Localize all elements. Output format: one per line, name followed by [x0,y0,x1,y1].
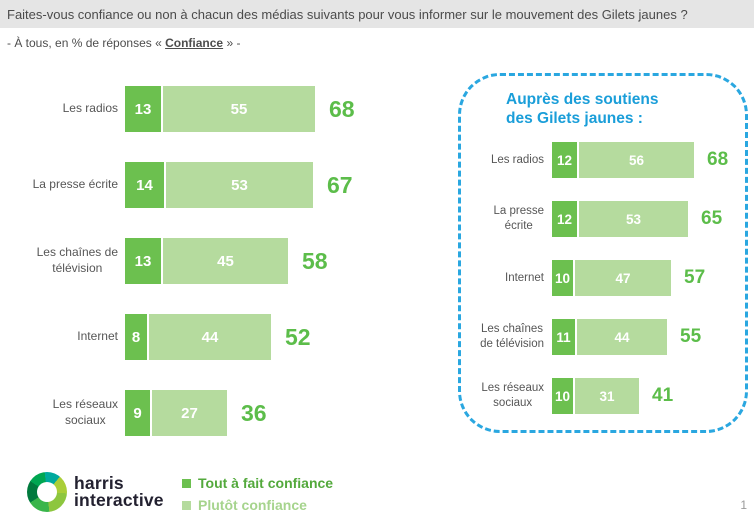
legend-label: Tout à fait confiance [198,475,334,491]
subtitle: - À tous, en % de réponses « Confiance »… [7,36,240,50]
bar-segment-plutot-confiance: 45 [163,238,288,284]
logo-line2: interactive [74,490,164,510]
category-label: Les radios [490,153,544,166]
bar-row: La presse écrite 12 53 65 [464,201,746,237]
subtitle-suffix: » - [223,36,241,50]
bar-segment-plutot-confiance: 44 [149,314,271,360]
page-title: Faites-vous confiance ou non à chacun de… [7,6,688,22]
chart-gilets-jaunes-supporters: Les radios 12 56 68 La presse écrite 12 53 65 Int… [464,142,746,437]
bar-segment-plutot-confiance: 56 [579,142,694,178]
harris-logo-text: harris interactive [74,473,164,510]
category-label: Les réseaux sociaux [481,382,544,409]
category-label: Internet [505,271,544,284]
bar-row: Les réseaux sociaux 10 31 41 [464,378,746,414]
total-value: 65 [701,208,723,229]
bar-segment-plutot-confiance: 31 [575,378,639,414]
total-value: 58 [302,247,328,274]
bar-row: Les chaînes de télévision 13 45 58 [7,238,447,284]
logo-line1: harris [74,473,124,494]
bar-segment-plutot-confiance: 47 [575,260,671,296]
legend-square-icon [182,500,191,510]
category-label: Internet [77,329,118,344]
bar-segment-tout-a-fait-confiance: 10 [552,260,573,296]
total-value: 41 [652,385,674,406]
page-number: 1 [740,498,747,512]
bar-segment-plutot-confiance: 44 [577,319,667,355]
category-label: Les radios [62,101,118,116]
bar-row: Internet 10 47 57 [464,260,746,296]
chart-all-respondents: Les radios 13 55 68 La presse écrite 14 53 67 Le… [7,86,447,466]
bar-segment-tout-a-fait-confiance: 13 [125,86,161,132]
category-label: La presse écrite [493,205,544,232]
legend-square-icon [182,478,191,488]
bar-segment-plutot-confiance: 53 [166,162,313,208]
category-label: Les réseaux sociaux [52,397,118,427]
panel-title: Auprès des soutiens des Gilets jaunes : [506,91,659,128]
total-value: 68 [707,149,729,170]
bar-segment-tout-a-fait-confiance: 10 [552,378,573,414]
total-value: 55 [680,326,702,347]
title-band: Faites-vous confiance ou non à chacun de… [0,0,754,28]
category-label: La presse écrite [32,177,118,192]
chart-legend: Tout à fait confiance Plutôt confiance [182,472,333,516]
bar-segment-plutot-confiance: 55 [163,86,315,132]
bar-segment-plutot-confiance: 27 [152,390,227,436]
total-value: 67 [327,171,353,198]
total-value: 57 [684,267,706,288]
bar-row: Les chaînes de télévision 11 44 55 [464,319,746,355]
supporters-panel: Auprès des soutiens des Gilets jaunes : … [458,73,748,433]
bar-row: Les radios 13 55 68 [7,86,447,132]
bar-row: Les radios 12 56 68 [464,142,746,178]
subtitle-prefix: - À tous, en % de réponses « [7,36,166,50]
total-value: 68 [329,95,355,122]
bar-segment-tout-a-fait-confiance: 14 [125,162,164,208]
bar-segment-tout-a-fait-confiance: 11 [552,319,575,355]
legend-item-tout-a-fait: Tout à fait confiance [182,472,333,494]
bar-row: Internet 8 44 52 [7,314,447,360]
bar-row: La presse écrite 14 53 67 [7,162,447,208]
bar-segment-tout-a-fait-confiance: 13 [125,238,161,284]
bar-row: Les réseaux sociaux 9 27 36 [7,390,447,436]
harris-interactive-logo: harris interactive [27,472,164,512]
bar-segment-tout-a-fait-confiance: 9 [125,390,150,436]
bar-segment-tout-a-fait-confiance: 12 [552,142,577,178]
legend-item-plutot: Plutôt confiance [182,494,333,516]
bar-segment-plutot-confiance: 53 [579,201,688,237]
category-label: Les chaînes de télévision [480,323,544,350]
total-value: 36 [241,399,267,426]
legend-label: Plutôt confiance [198,497,307,513]
bar-segment-tout-a-fait-confiance: 12 [552,201,577,237]
total-value: 52 [285,323,311,350]
harris-logo-icon [27,472,67,512]
bar-segment-tout-a-fait-confiance: 8 [125,314,147,360]
subtitle-emphasis: Confiance [165,36,224,50]
category-label: Les chaînes de télévision [36,245,118,275]
